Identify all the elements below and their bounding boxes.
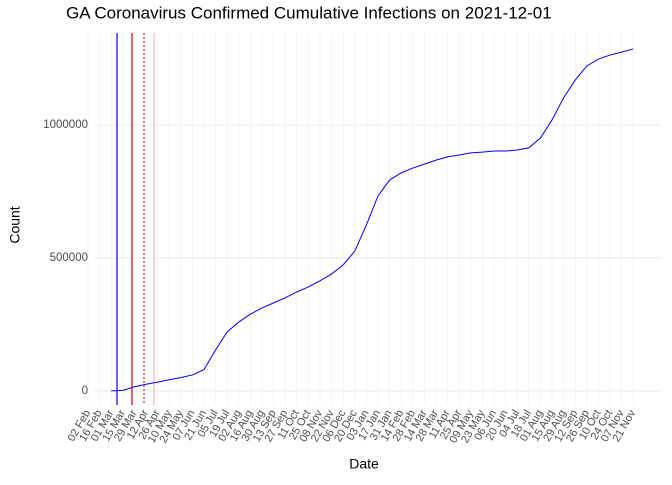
chart-title: GA Coronavirus Confirmed Cumulative Infe… <box>66 3 552 22</box>
data-line <box>111 48 634 392</box>
x-axis-label: Date <box>349 456 379 472</box>
y-axis-label: Count <box>7 206 23 243</box>
y-tick-label: 0 <box>82 385 88 397</box>
y-tick-label: 1000000 <box>43 119 88 131</box>
marks <box>111 33 634 405</box>
y-tick-label: 500000 <box>50 252 88 264</box>
grid <box>87 33 660 405</box>
